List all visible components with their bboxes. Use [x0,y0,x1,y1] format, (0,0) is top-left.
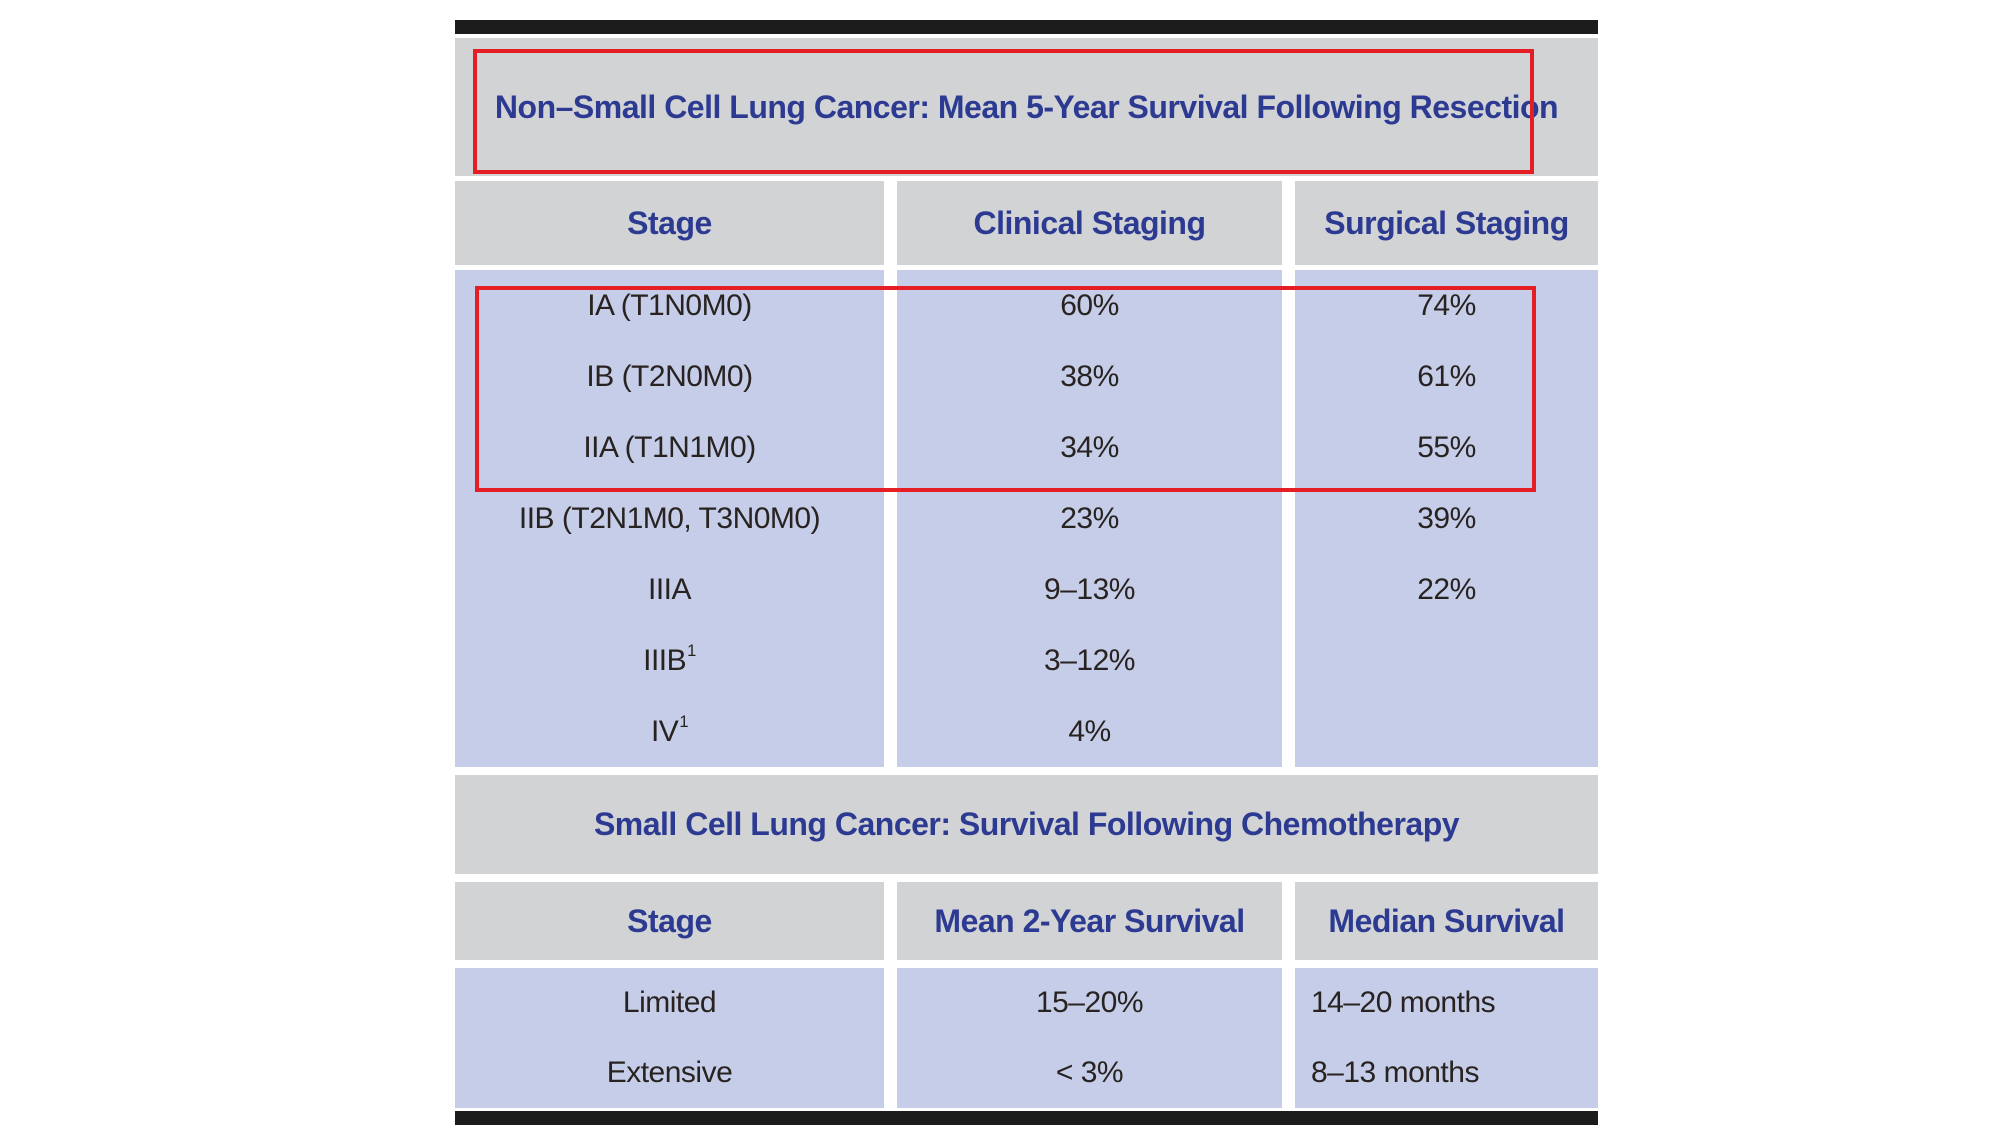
nsclc-header-clinical: Clinical Staging [897,181,1282,265]
stage-cell: IIIA [455,554,884,625]
stage-cell: IIB (T2N1M0, T3N0M0) [455,483,884,554]
sclc-body: Limited Extensive 15–20% < 3% 14–20 mont… [455,968,1598,1108]
surgical-value-cell: 55% [1417,430,1476,464]
sclc-header-mean2yr: Mean 2-Year Survival [897,882,1282,960]
surgical-value-cell [1295,696,1598,767]
clinical-value-cell: 23% [1060,501,1119,535]
nsclc-header-stage: Stage [455,181,884,265]
nsclc-title: Non–Small Cell Lung Cancer: Mean 5-Year … [494,88,1559,125]
mean2yr-value-cell: < 3% [1055,1056,1124,1089]
nsclc-title-band: Non–Small Cell Lung Cancer: Mean 5-Year … [455,38,1598,176]
surgical-value-cell: 74% [1417,288,1476,322]
stage-cell: IB (T2N0M0) [455,341,884,412]
surgical-value-cell [1295,625,1598,696]
stage-text: IIIA [647,572,692,606]
median-value-cell: 14–20 months [1311,986,1496,1019]
clinical-value-cell: 60% [1060,288,1119,322]
stage-cell: Extensive [606,1056,733,1089]
sclc-title: Small Cell Lung Cancer: Survival Followi… [593,806,1460,842]
clinical-value-cell: 38% [1060,359,1119,393]
stage-text: IB (T2N0M0) [586,359,753,393]
sclc-header-median: Median Survival [1295,882,1598,960]
nsclc-stage-column: IA (T1N0M0) IB (T2N0M0) IIA (T1N1M0) IIB… [455,270,884,767]
stage-text: IIIB [643,643,687,677]
nsclc-header-surgical: Surgical Staging [1295,181,1598,265]
stage-cell: IIIB 1 [643,642,696,677]
stage-cell: Limited [622,986,717,1019]
stage-text: IA (T1N0M0) [587,288,752,322]
clinical-value-cell: 9–13% [1044,572,1135,606]
median-value-cell: 8–13 months [1311,1056,1479,1089]
stage-text: IIA (T1N1M0) [583,430,756,464]
nsclc-clinical-column: 60% 38% 34% 23% 9–13% 3–12% 4% [897,270,1282,767]
mean2yr-value-cell: 15–20% [1035,986,1144,1019]
top-rule-bar [455,20,1598,34]
stage-text: IV [650,714,679,748]
stage-cell: IA (T1N0M0) [455,270,884,341]
sclc-stage-column: Limited Extensive [455,968,884,1108]
clinical-value-cell: 4% [1068,714,1111,748]
sclc-median-column: 14–20 months 8–13 months [1295,968,1598,1108]
bottom-rule-bar [455,1111,1598,1125]
surgical-value-cell: 61% [1417,359,1476,393]
clinical-value-cell: 34% [1060,430,1119,464]
surgical-value-cell: 22% [1417,572,1476,606]
sclc-mean2yr-column: 15–20% < 3% [897,968,1282,1108]
sclc-header-row: Stage Mean 2-Year Survival Median Surviv… [455,882,1598,960]
stage-cell: IV 1 [650,713,689,748]
nsclc-body: IA (T1N0M0) IB (T2N0M0) IIA (T1N1M0) IIB… [455,270,1598,767]
nsclc-surgical-column: 74% 61% 55% 39% 22% [1295,270,1598,767]
surgical-value-cell: 39% [1417,501,1476,535]
stage-cell: IIA (T1N1M0) [455,412,884,483]
sclc-title-band: Small Cell Lung Cancer: Survival Followi… [455,775,1598,874]
sclc-header-stage: Stage [455,882,884,960]
clinical-value-cell: 3–12% [1044,643,1135,677]
stage-text: IIB (T2N1M0, T3N0M0) [518,501,821,535]
survival-table: Non–Small Cell Lung Cancer: Mean 5-Year … [455,20,1598,1125]
nsclc-header-row: Stage Clinical Staging Surgical Staging [455,181,1598,265]
